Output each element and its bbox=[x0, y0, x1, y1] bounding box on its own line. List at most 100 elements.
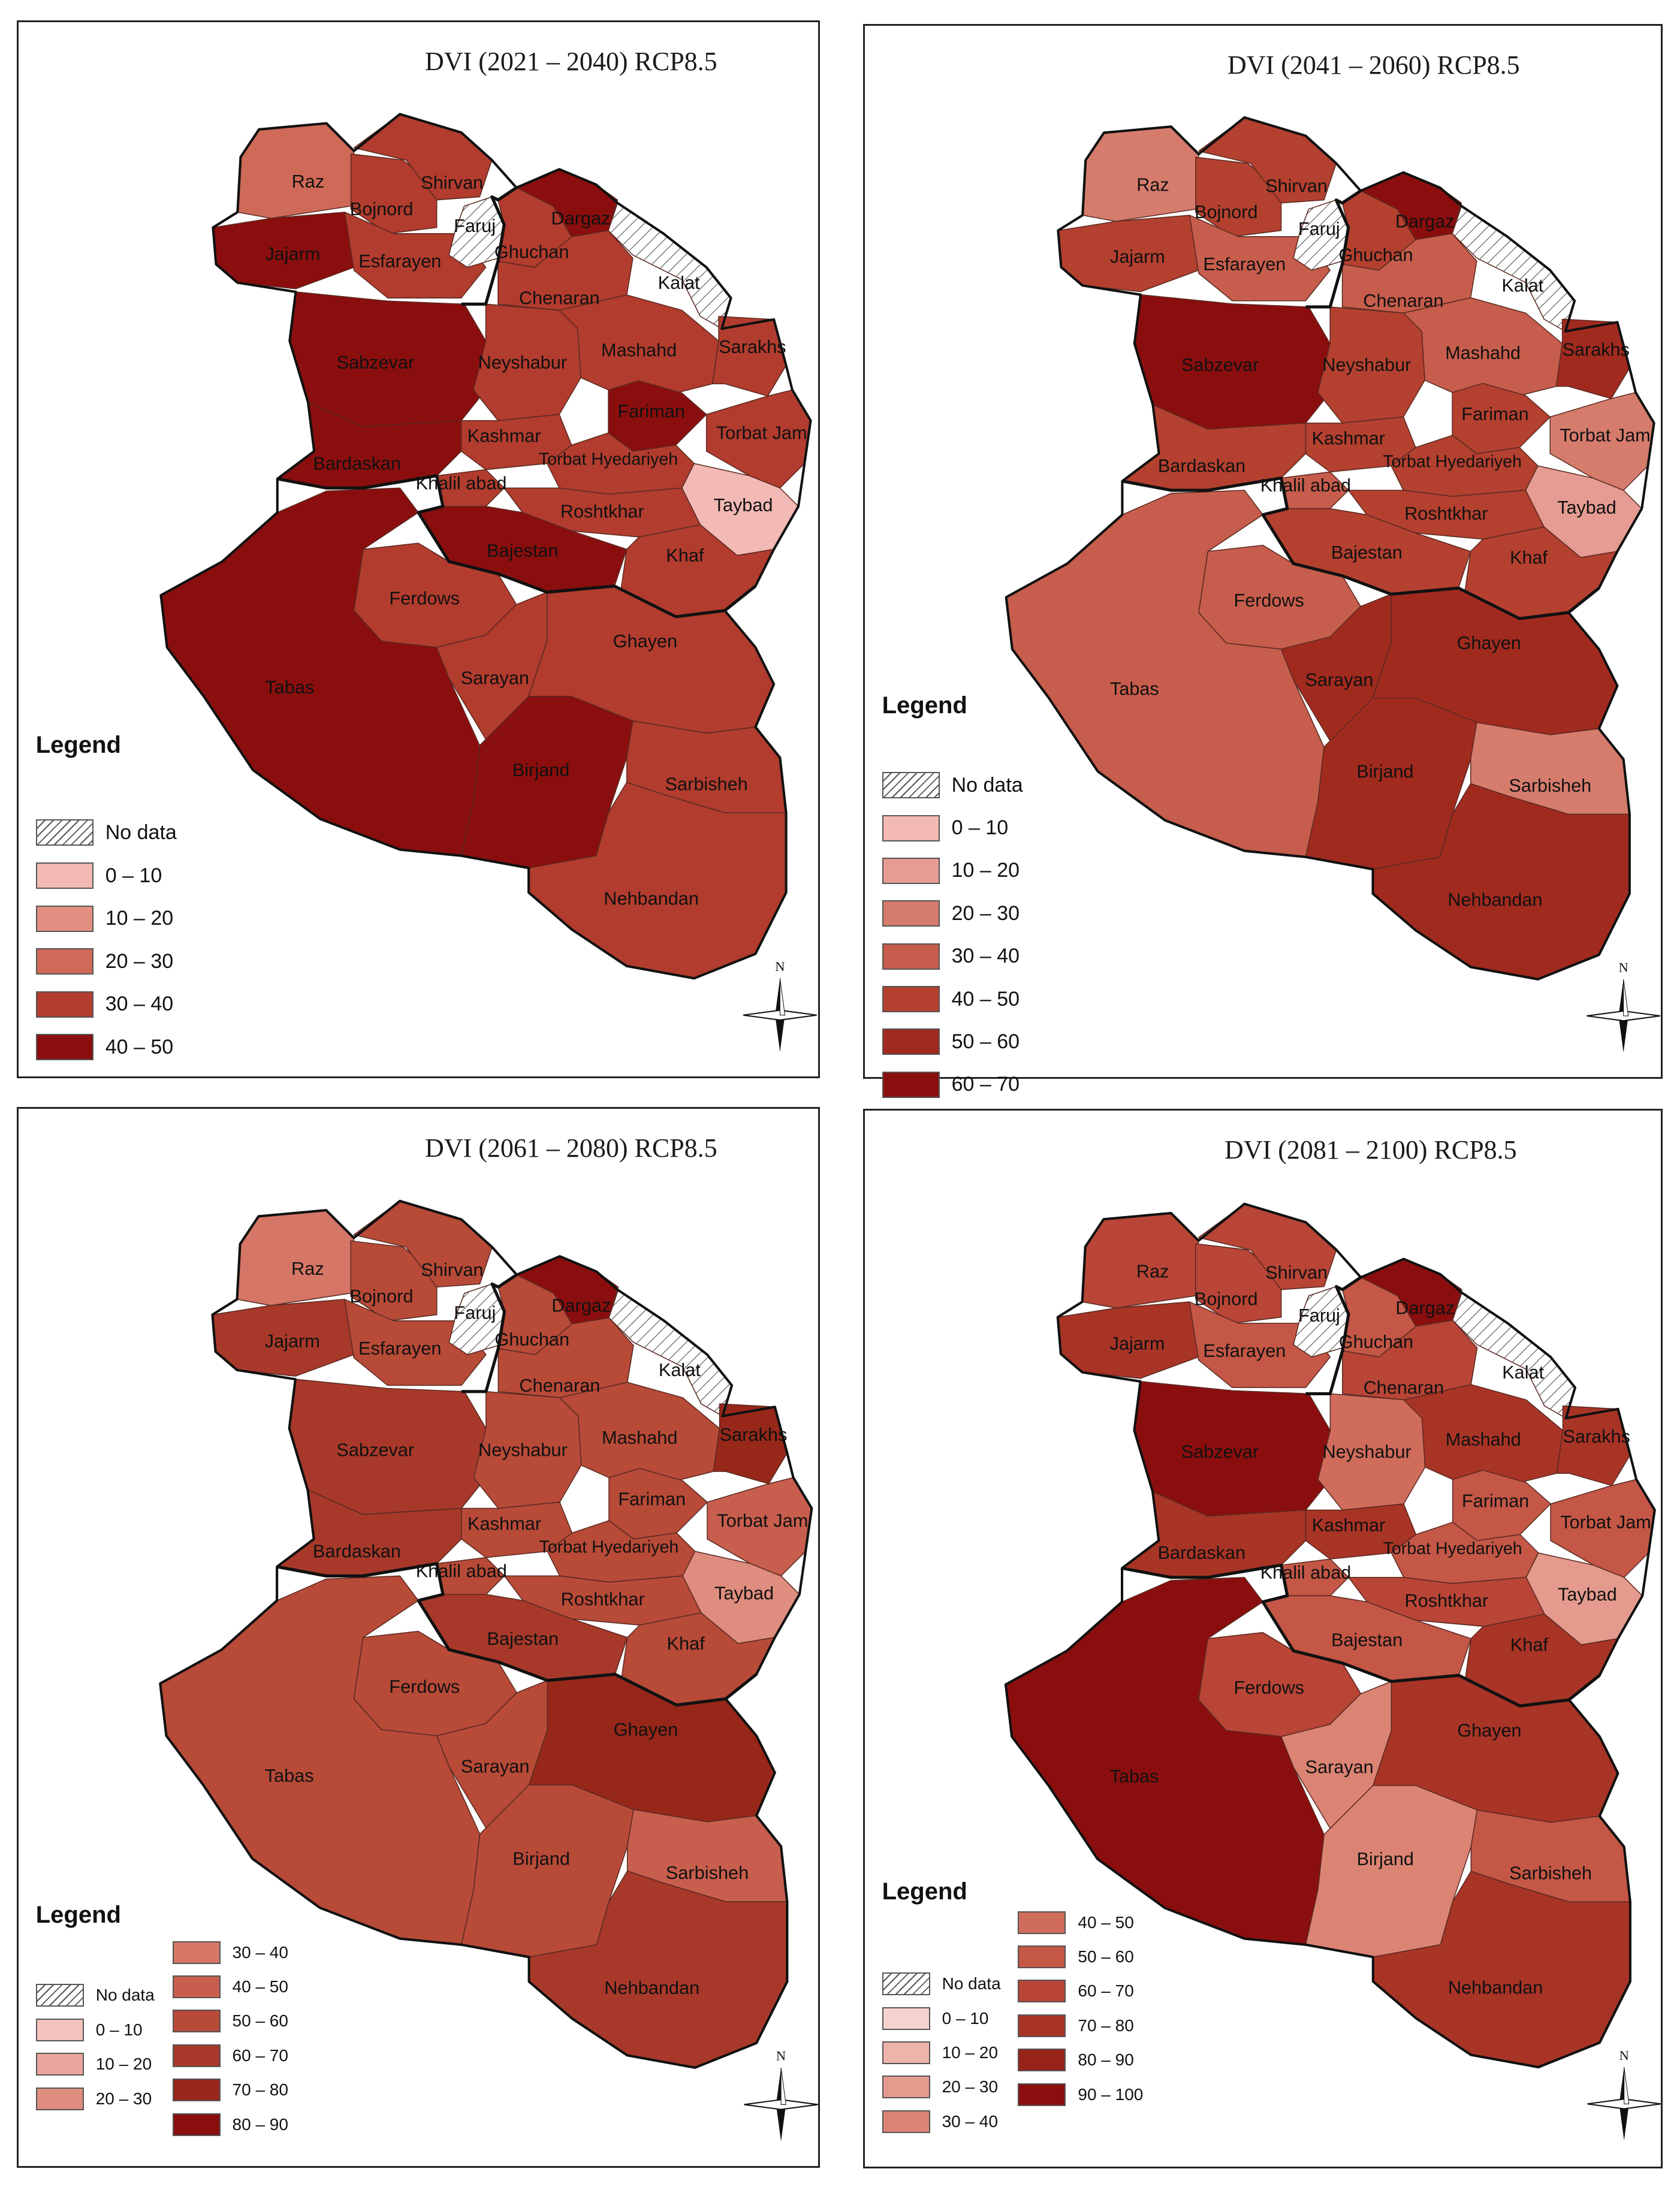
legend-item: 0 – 10 bbox=[35, 862, 162, 889]
region-label-sarakhs: Sarakhs bbox=[720, 1424, 788, 1445]
map-panel-2041-2060: DVI (2041 – 2060) RCP8.5 Raz Bojnord Shirva… bbox=[863, 24, 1663, 1098]
region-label-fariman: Fariman bbox=[1461, 404, 1528, 424]
legend-label: 50 – 60 bbox=[232, 2011, 288, 2031]
region-label-bardaskan: Bardaskan bbox=[1158, 1543, 1245, 1563]
province-border bbox=[277, 474, 757, 619]
region-label-sarbisheh: Sarbisheh bbox=[1509, 1863, 1592, 1883]
legend-item: 80 – 90 bbox=[172, 2111, 288, 2138]
choropleth-map: Raz Bojnord Shirvan Jajarm Esfarayen Faruj Ghu… bbox=[1005, 116, 1660, 1053]
legend-swatch bbox=[882, 815, 940, 841]
choropleth-map: Raz Bojnord Shirvan Jajarm Esfarayen Faruj Ghu… bbox=[1004, 1202, 1661, 2141]
north-arrow-icon: N bbox=[1587, 2048, 1661, 2141]
region-label-sarayan: Sarayan bbox=[1305, 669, 1374, 690]
legend-item: 20 – 30 bbox=[35, 948, 173, 975]
region-label-esfarayen: Esfarayen bbox=[358, 1338, 441, 1359]
legend-label: 50 – 60 bbox=[1078, 1947, 1134, 1966]
region-label-jajarm: Jajarm bbox=[1110, 1334, 1165, 1354]
legend-label: 0 – 10 bbox=[95, 2020, 143, 2039]
region-label-faruj: Faruj bbox=[454, 1302, 496, 1323]
legend-label: 70 – 80 bbox=[232, 2080, 288, 2099]
legend-swatch bbox=[882, 943, 940, 970]
region-label-kashmar: Kashmar bbox=[467, 426, 541, 447]
legend-label: 10 – 20 bbox=[942, 2043, 999, 2062]
region-label-kalat: Kalat bbox=[658, 272, 700, 293]
legend-swatch bbox=[35, 1984, 84, 2007]
region-label-bajestan: Bajestan bbox=[487, 540, 558, 561]
region-label-faruj: Faruj bbox=[1298, 219, 1340, 239]
legend-label: 30 – 40 bbox=[951, 945, 1020, 968]
province-border bbox=[276, 1562, 758, 1707]
region-label-sarakhs: Sarakhs bbox=[1563, 1426, 1630, 1447]
legend-label: 20 – 30 bbox=[95, 2089, 152, 2108]
region-label-esfarayen: Esfarayen bbox=[1204, 254, 1286, 274]
study-area-outline bbox=[159, 1199, 813, 2069]
region-label-sarayan: Sarayan bbox=[1305, 1757, 1374, 1778]
legend-item: 60 – 70 bbox=[172, 2042, 288, 2070]
region-label-nehbandan: Nehbandan bbox=[1447, 889, 1542, 910]
region-label-taybad: Taybad bbox=[714, 494, 773, 515]
region-label-sarakhs: Sarakhs bbox=[719, 336, 786, 357]
region-label-nehbandan: Nehbandan bbox=[604, 888, 699, 909]
north-label: N bbox=[776, 2049, 786, 2064]
region-label-sabzevar: Sabzevar bbox=[1181, 355, 1259, 375]
legend-swatch bbox=[882, 986, 940, 1013]
legend-item: 70 – 80 bbox=[172, 2076, 288, 2104]
region-label-nehbandan: Nehbandan bbox=[604, 1977, 699, 1998]
province-border bbox=[1305, 1276, 1362, 1395]
region-label-ghayen: Ghayen bbox=[613, 631, 677, 651]
region-label-ghayen: Ghayen bbox=[614, 1719, 678, 1740]
legend-swatch bbox=[35, 1034, 93, 1061]
region-label-birjand: Birjand bbox=[1356, 761, 1413, 782]
legend-label: 0 – 10 bbox=[105, 864, 162, 887]
legend-item: 50 – 60 bbox=[1018, 1943, 1134, 1971]
legend-label: No data bbox=[105, 820, 177, 844]
legend-label: 30 – 40 bbox=[105, 993, 174, 1016]
legend-swatch bbox=[35, 905, 93, 932]
province-border bbox=[1121, 476, 1600, 620]
region-label-torbat-hyedariyeh: Torbat Hyedariyeh bbox=[1383, 452, 1522, 471]
legend-item: 60 – 70 bbox=[1018, 1977, 1134, 2005]
north-label: N bbox=[1619, 960, 1628, 975]
legend-item: 30 – 40 bbox=[882, 2108, 998, 2135]
region-chenaran bbox=[497, 230, 634, 311]
region-label-tabas: Tabas bbox=[1110, 1766, 1159, 1787]
legend-swatch bbox=[1018, 1980, 1066, 2003]
legend-label: 80 – 90 bbox=[232, 2114, 288, 2134]
region-mashahd bbox=[1403, 1384, 1564, 1486]
region-label-kalat: Kalat bbox=[1502, 276, 1544, 296]
legend-swatch bbox=[882, 900, 940, 927]
legend-title: Legend bbox=[35, 732, 121, 759]
region-label-khaf: Khaf bbox=[666, 545, 704, 566]
region-label-khalil-abad: Khalil abad bbox=[1260, 475, 1351, 496]
legend-label: 40 – 50 bbox=[232, 1977, 288, 1996]
legend-swatch bbox=[172, 2044, 221, 2067]
legend-item: 20 – 30 bbox=[882, 900, 1020, 927]
region-label-khaf: Khaf bbox=[666, 1633, 705, 1654]
choropleth-map: Raz Bojnord Shirvan Jajarm Esfarayen Faruj Ghu… bbox=[159, 113, 817, 1052]
region-label-khalil-abad: Khalil abad bbox=[416, 1560, 507, 1581]
region-chenaran bbox=[1342, 1320, 1478, 1401]
legend-item: 10 – 20 bbox=[35, 2050, 152, 2078]
region-label-bardaskan: Bardaskan bbox=[313, 453, 401, 474]
region-label-tabas: Tabas bbox=[1110, 679, 1159, 699]
region-label-ghayen: Ghayen bbox=[1457, 633, 1521, 653]
map-panel-2021-2040: DVI (2021 – 2040) RCP8.5 Raz Bojnord Shirva… bbox=[17, 20, 820, 1078]
region-label-khaf: Khaf bbox=[1510, 547, 1548, 568]
region-label-sarakhs: Sarakhs bbox=[1563, 340, 1630, 360]
region-label-mashahd: Mashahd bbox=[602, 1427, 678, 1448]
region-label-sarbisheh: Sarbisheh bbox=[666, 1862, 749, 1883]
region-label-bardaskan: Bardaskan bbox=[1158, 456, 1245, 476]
legend-item: No data bbox=[35, 1981, 155, 2009]
legend-swatch bbox=[882, 1028, 940, 1055]
region-label-bajestan: Bajestan bbox=[487, 1628, 559, 1649]
legend-swatch bbox=[1018, 2083, 1066, 2106]
legend-label: 90 – 100 bbox=[1078, 2085, 1144, 2104]
region-mashahd bbox=[559, 294, 719, 397]
region-label-birjand: Birjand bbox=[512, 759, 569, 780]
region-label-fariman: Fariman bbox=[618, 1489, 686, 1510]
choropleth-map: Raz Bojnord Shirvan Jajarm Esfarayen Faruj Ghu… bbox=[159, 1199, 818, 2141]
legend-item: 40 – 50 bbox=[1018, 1909, 1134, 1936]
legend-label: No data bbox=[95, 1986, 155, 2005]
legend-item: 40 – 50 bbox=[172, 1973, 288, 2001]
legend-item: 40 – 50 bbox=[882, 985, 1020, 1013]
